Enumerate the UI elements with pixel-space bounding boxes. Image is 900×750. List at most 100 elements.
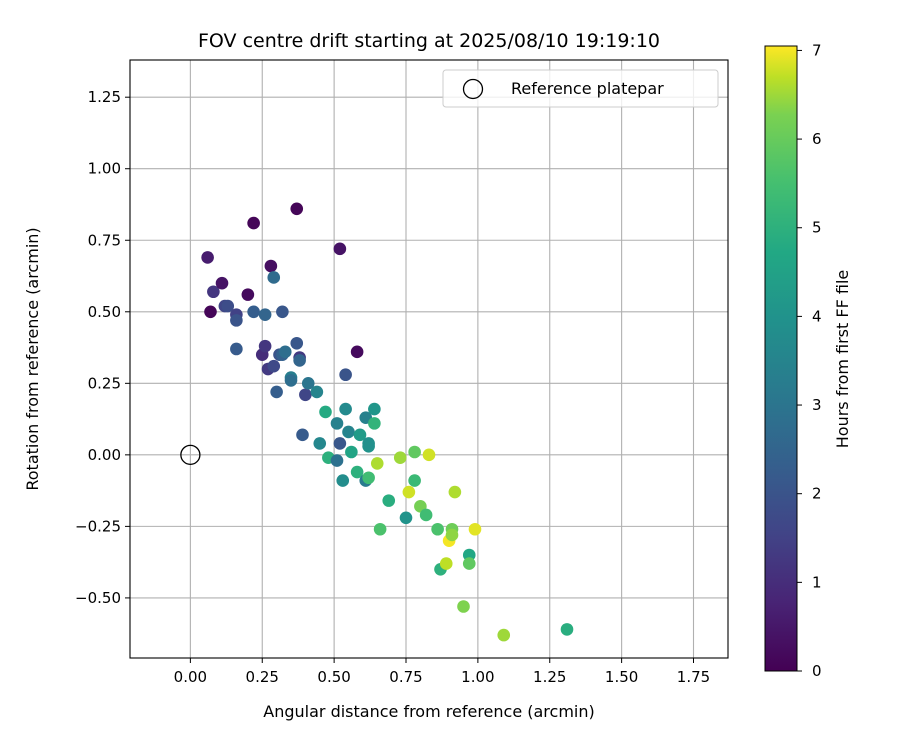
colorbar: 0 1 2 3 4 5 6 7 Hours from first FF file xyxy=(764,41,852,680)
x-axis-label: Angular distance from reference (arcmin) xyxy=(263,702,594,721)
scatter-point xyxy=(368,417,381,430)
colorbar-tick-label: 2 xyxy=(812,485,822,503)
scatter-point xyxy=(368,402,381,416)
scatter-point xyxy=(333,242,347,256)
x-tick-label: 0.50 xyxy=(317,668,350,686)
scatter-point xyxy=(230,342,243,356)
scatter-point xyxy=(221,299,235,313)
scatter-point xyxy=(339,402,352,416)
scatter-point xyxy=(330,454,344,467)
scatter-point xyxy=(241,288,255,301)
scatter-point xyxy=(382,494,396,507)
scatter-point xyxy=(258,339,272,353)
y-tick-label: −0.50 xyxy=(75,589,121,607)
scatter-point xyxy=(310,385,324,399)
scatter-point xyxy=(247,216,260,230)
colorbar-ticks: 0 1 2 3 4 5 6 7 xyxy=(797,41,822,680)
scatter-point xyxy=(264,259,278,273)
colorbar-tick-label: 1 xyxy=(812,573,822,591)
scatter-point xyxy=(336,474,350,487)
y-tick-label: 1.00 xyxy=(88,160,121,178)
x-tick-label: 1.75 xyxy=(677,668,710,686)
colorbar-tick-label: 7 xyxy=(812,41,822,59)
scatter-point xyxy=(333,437,347,450)
scatter-point xyxy=(445,528,459,542)
scatter-point xyxy=(462,557,476,570)
scatter-point xyxy=(290,336,304,350)
colorbar-gradient xyxy=(764,45,798,672)
scatter-point xyxy=(497,628,511,642)
scatter-point xyxy=(313,437,327,450)
reference-platepar-marker xyxy=(180,444,201,466)
scatter-point xyxy=(293,354,306,367)
scatter-point xyxy=(468,522,482,536)
scatter-point xyxy=(560,623,574,636)
y-tick-label: 0.50 xyxy=(88,303,121,321)
y-tick-label: 1.25 xyxy=(88,88,121,106)
scatter-point xyxy=(301,377,315,390)
scatter-point xyxy=(370,457,384,470)
scatter-point xyxy=(362,471,375,485)
x-axis-ticks: 0.00 0.25 0.50 0.75 1.00 1.25 1.50 1.75 xyxy=(174,658,710,686)
scatter-point xyxy=(278,345,292,359)
scatter-point xyxy=(299,388,312,402)
scatter-point xyxy=(296,428,309,442)
scatter-point xyxy=(399,511,413,525)
scatter-points xyxy=(201,202,574,642)
scatter-point xyxy=(408,474,421,487)
scatter-point xyxy=(319,405,332,419)
scatter-point xyxy=(230,314,243,327)
y-tick-label: 0.25 xyxy=(88,374,121,392)
legend-entry-reference: Reference platepar xyxy=(511,79,664,98)
grid-lines xyxy=(130,60,728,658)
scatter-point xyxy=(339,368,352,382)
scatter-point xyxy=(362,437,375,450)
scatter-point xyxy=(267,359,281,373)
y-axis-label: Rotation from reference (arcmin) xyxy=(23,227,42,490)
legend-box xyxy=(442,69,719,108)
scatter-point xyxy=(201,251,214,264)
scatter-point xyxy=(422,448,436,462)
scatter-point xyxy=(207,285,220,299)
scatter-point xyxy=(448,485,462,499)
scatter-point xyxy=(402,485,416,499)
scatter-point xyxy=(215,276,229,290)
scatter-point xyxy=(247,305,260,319)
x-tick-label: 0.00 xyxy=(174,668,207,686)
scatter-point xyxy=(258,308,272,321)
scatter-point xyxy=(267,271,281,284)
y-tick-label: 0.00 xyxy=(88,446,121,464)
scatter-point xyxy=(290,202,304,216)
scatter-point xyxy=(353,428,367,442)
scatter-point xyxy=(431,522,444,536)
scatter-point xyxy=(270,385,283,399)
scatter-point xyxy=(373,522,387,536)
scatter-point xyxy=(276,305,289,319)
y-tick-label: 0.75 xyxy=(88,231,121,249)
x-tick-label: 1.25 xyxy=(533,668,566,686)
scatter-point xyxy=(457,600,470,613)
scatter-point xyxy=(350,465,364,479)
x-tick-label: 1.00 xyxy=(461,668,494,686)
scatter-point xyxy=(408,445,421,459)
scatter-point xyxy=(342,425,355,439)
colorbar-tick-label: 5 xyxy=(812,219,822,237)
plot-frame xyxy=(129,59,729,659)
colorbar-tick-label: 3 xyxy=(812,396,822,414)
legend: Reference platepar xyxy=(442,69,719,108)
chart-title: FOV centre drift starting at 2025/08/10 … xyxy=(198,30,660,52)
scatter-point xyxy=(350,345,364,359)
colorbar-label: Hours from first FF file xyxy=(833,270,852,449)
scatter-point xyxy=(284,374,298,387)
x-tick-label: 1.50 xyxy=(605,668,638,686)
x-tick-label: 0.75 xyxy=(389,668,422,686)
x-tick-label: 0.25 xyxy=(246,668,279,686)
scatter-point xyxy=(419,508,433,522)
colorbar-tick-label: 0 xyxy=(812,662,822,680)
scatter-point xyxy=(345,445,358,459)
y-tick-label: −0.25 xyxy=(75,517,121,535)
colorbar-tick-label: 6 xyxy=(812,130,822,148)
colorbar-tick-label: 4 xyxy=(812,307,822,325)
scatter-point xyxy=(204,305,217,319)
